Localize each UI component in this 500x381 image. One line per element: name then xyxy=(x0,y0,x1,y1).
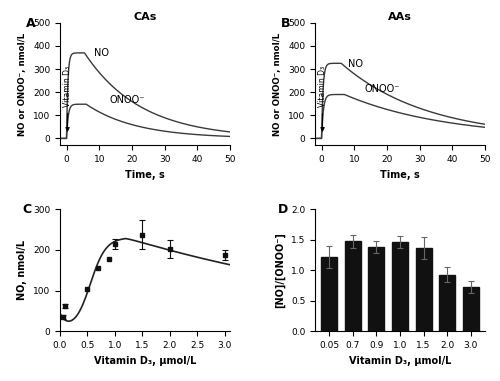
Y-axis label: NO, nmol/L: NO, nmol/L xyxy=(18,240,28,300)
Bar xyxy=(416,248,432,331)
Text: Vitamin D₃: Vitamin D₃ xyxy=(318,66,327,107)
Text: NO: NO xyxy=(348,59,362,69)
X-axis label: Time, s: Time, s xyxy=(125,170,165,179)
Text: NO: NO xyxy=(94,48,110,58)
Title: CAs: CAs xyxy=(134,12,156,22)
Bar xyxy=(368,247,384,331)
X-axis label: Time, s: Time, s xyxy=(380,170,420,179)
Y-axis label: NO or ONOO⁻, nmol/L: NO or ONOO⁻, nmol/L xyxy=(274,32,282,136)
Bar xyxy=(463,287,479,331)
Bar xyxy=(321,257,337,331)
Text: ONOO⁻: ONOO⁻ xyxy=(364,84,400,94)
Title: AAs: AAs xyxy=(388,12,412,22)
Text: Vitamin D₃: Vitamin D₃ xyxy=(63,66,72,107)
Bar xyxy=(439,275,455,331)
Text: C: C xyxy=(22,203,32,216)
Text: B: B xyxy=(281,17,290,30)
X-axis label: Vitamin D₃, µmol/L: Vitamin D₃, µmol/L xyxy=(94,356,196,366)
Text: D: D xyxy=(278,203,288,216)
Text: A: A xyxy=(26,17,36,30)
Y-axis label: [NO]/[ONOO⁻]: [NO]/[ONOO⁻] xyxy=(275,232,285,308)
Bar xyxy=(392,242,408,331)
Bar xyxy=(345,242,361,331)
X-axis label: Vitamin D₃, µmol/L: Vitamin D₃, µmol/L xyxy=(349,356,451,366)
Y-axis label: NO or ONOO⁻, nmol/L: NO or ONOO⁻, nmol/L xyxy=(18,32,28,136)
Text: ONOO⁻: ONOO⁻ xyxy=(109,94,144,104)
